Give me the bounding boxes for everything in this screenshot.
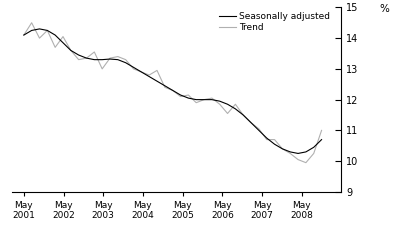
Trend bbox=[147, 75, 152, 78]
Trend bbox=[162, 84, 167, 87]
Trend bbox=[76, 54, 81, 57]
Trend bbox=[217, 100, 222, 103]
Seasonally adjusted bbox=[170, 89, 175, 92]
Seasonally adjusted bbox=[155, 69, 160, 72]
Trend bbox=[53, 33, 58, 36]
Seasonally adjusted bbox=[123, 58, 128, 61]
Trend bbox=[264, 137, 269, 139]
Seasonally adjusted bbox=[186, 93, 191, 96]
Seasonally adjusted bbox=[147, 74, 152, 77]
Trend bbox=[92, 58, 97, 61]
Seasonally adjusted bbox=[217, 103, 222, 106]
Seasonally adjusted bbox=[162, 86, 167, 89]
Trend bbox=[296, 152, 301, 155]
Seasonally adjusted bbox=[178, 95, 183, 98]
Trend bbox=[100, 58, 104, 61]
Trend bbox=[225, 103, 230, 106]
Seasonally adjusted bbox=[53, 46, 58, 49]
Trend bbox=[37, 27, 42, 30]
Seasonally adjusted bbox=[116, 55, 120, 58]
Seasonally adjusted bbox=[311, 152, 316, 155]
Trend bbox=[29, 29, 34, 32]
Trend bbox=[21, 33, 26, 36]
Seasonally adjusted bbox=[194, 101, 198, 104]
Seasonally adjusted bbox=[29, 21, 34, 24]
Trend bbox=[304, 150, 308, 153]
Seasonally adjusted bbox=[21, 33, 26, 36]
Trend bbox=[249, 121, 253, 124]
Y-axis label: %: % bbox=[379, 4, 389, 14]
Trend bbox=[210, 98, 214, 101]
Trend bbox=[108, 58, 112, 61]
Seasonally adjusted bbox=[68, 49, 73, 52]
Trend bbox=[45, 29, 50, 32]
Seasonally adjusted bbox=[304, 161, 308, 164]
Seasonally adjusted bbox=[241, 113, 246, 116]
Trend bbox=[123, 61, 128, 64]
Seasonally adjusted bbox=[37, 37, 42, 40]
Seasonally adjusted bbox=[84, 57, 89, 60]
Trend bbox=[139, 70, 144, 73]
Seasonally adjusted bbox=[264, 138, 269, 141]
Seasonally adjusted bbox=[249, 121, 253, 124]
Seasonally adjusted bbox=[76, 58, 81, 61]
Trend bbox=[241, 113, 246, 116]
Trend bbox=[272, 143, 277, 146]
Seasonally adjusted bbox=[319, 129, 324, 132]
Seasonally adjusted bbox=[139, 70, 144, 73]
Trend bbox=[233, 107, 238, 110]
Seasonally adjusted bbox=[45, 29, 50, 32]
Legend: Seasonally adjusted, Trend: Seasonally adjusted, Trend bbox=[220, 12, 330, 32]
Seasonally adjusted bbox=[288, 152, 293, 155]
Seasonally adjusted bbox=[225, 112, 230, 115]
Seasonally adjusted bbox=[108, 57, 112, 60]
Trend bbox=[170, 89, 175, 92]
Seasonally adjusted bbox=[61, 35, 66, 38]
Trend bbox=[256, 129, 261, 132]
Line: Seasonally adjusted: Seasonally adjusted bbox=[24, 23, 322, 163]
Trend bbox=[178, 93, 183, 96]
Seasonally adjusted bbox=[202, 98, 206, 101]
Trend bbox=[68, 49, 73, 52]
Seasonally adjusted bbox=[210, 97, 214, 100]
Trend bbox=[84, 57, 89, 60]
Trend bbox=[155, 80, 160, 83]
Line: Trend: Trend bbox=[24, 29, 322, 154]
Seasonally adjusted bbox=[272, 138, 277, 141]
Seasonally adjusted bbox=[100, 67, 104, 70]
Trend bbox=[131, 66, 136, 69]
Trend bbox=[319, 138, 324, 141]
Seasonally adjusted bbox=[280, 147, 285, 150]
Trend bbox=[61, 41, 66, 44]
Trend bbox=[194, 98, 198, 101]
Trend bbox=[280, 147, 285, 150]
Seasonally adjusted bbox=[131, 67, 136, 70]
Seasonally adjusted bbox=[92, 50, 97, 53]
Trend bbox=[116, 58, 120, 61]
Seasonally adjusted bbox=[233, 103, 238, 106]
Seasonally adjusted bbox=[296, 158, 301, 161]
Trend bbox=[202, 98, 206, 101]
Trend bbox=[288, 150, 293, 153]
Trend bbox=[311, 146, 316, 149]
Trend bbox=[186, 97, 191, 100]
Seasonally adjusted bbox=[256, 127, 261, 130]
